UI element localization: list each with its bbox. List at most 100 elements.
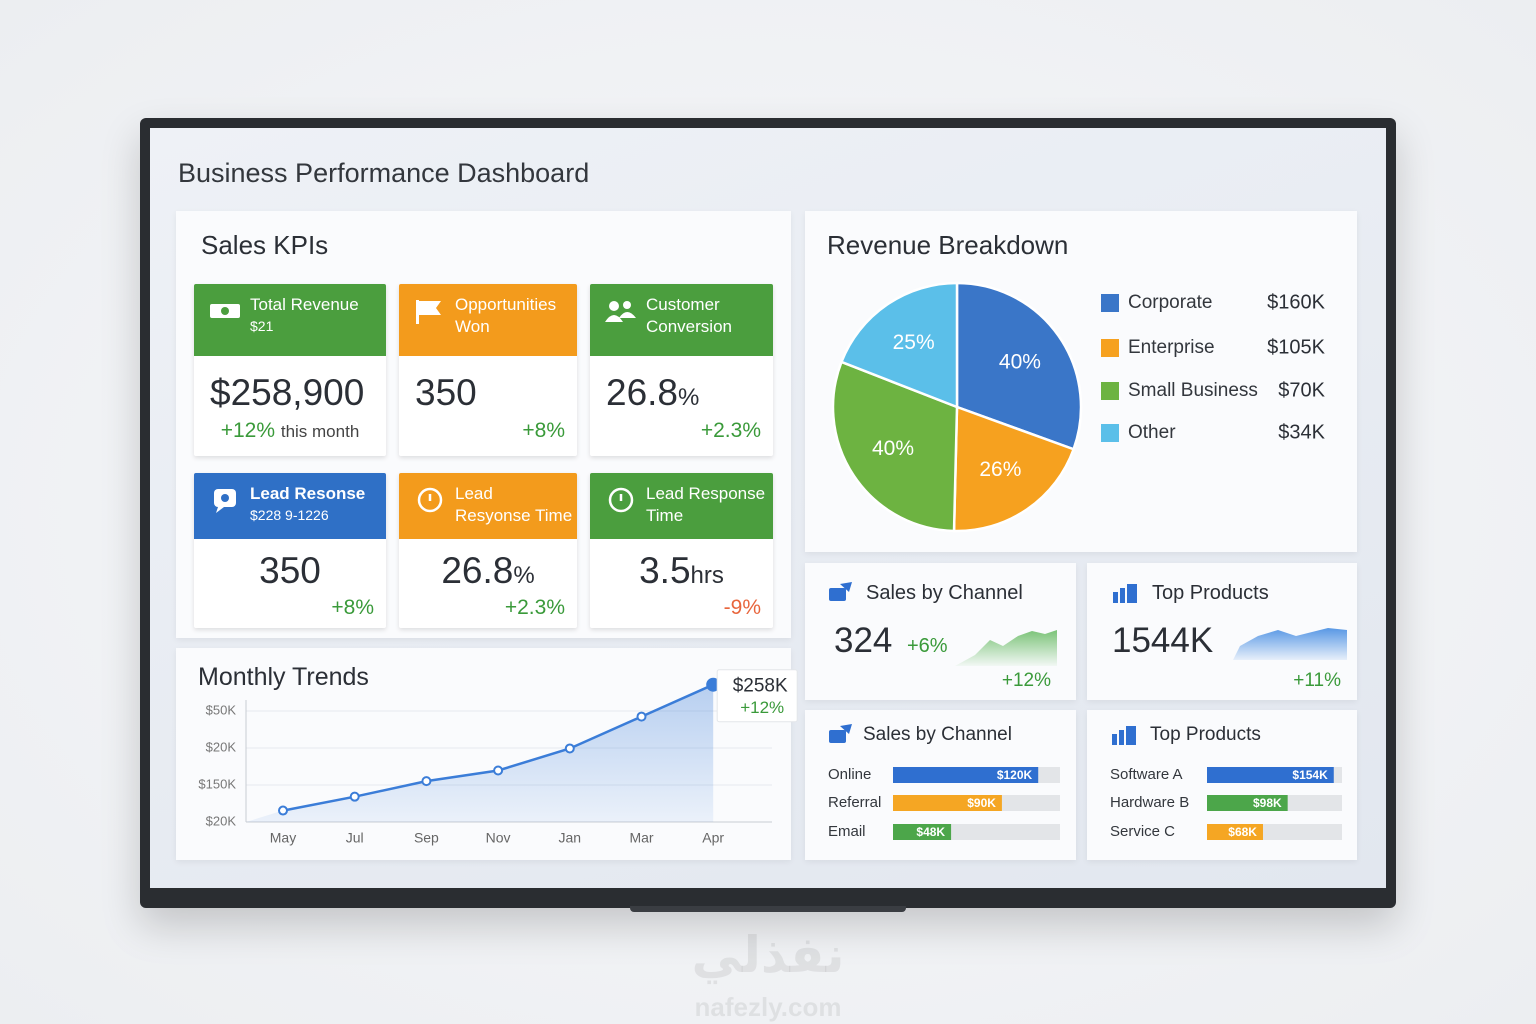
kpi-change: +2.3% [411, 595, 565, 621]
kpi-label: Total Revenue [250, 295, 359, 314]
kpi-change: +8% [206, 595, 374, 621]
kpi-value-number: 26.8 [441, 550, 514, 591]
kpi-sublabel: $21 [250, 318, 274, 334]
legend-amount: $105K [1267, 336, 1325, 358]
legend-amount: $160K [1267, 291, 1325, 313]
bar [1207, 767, 1334, 783]
kpi-card: Opportunities Won 350 +8% [399, 284, 577, 456]
kpi-header: Opportunities Won [399, 284, 577, 356]
kpi-card: Lead Response Time 3.5hrs -9% [590, 473, 773, 628]
kpi-value: 350 [210, 549, 370, 593]
point [493, 765, 504, 776]
kpi-value-number: 3.5 [639, 550, 691, 591]
point [349, 791, 360, 802]
kpi-value: 350 [415, 371, 561, 415]
kpi-change: -9% [602, 595, 761, 621]
x-tick-label: Sep [414, 830, 439, 846]
icon [608, 487, 634, 513]
category-label: Email [828, 823, 866, 840]
annotation-change: +12% [740, 698, 784, 717]
kpi-change-value: +2.3% [504, 596, 565, 619]
x-tick-label: Mar [629, 830, 653, 846]
point [278, 805, 288, 816]
kpi-unit: hrs [690, 562, 724, 589]
point [421, 776, 432, 787]
bar-label: $68K [1228, 825, 1257, 839]
point [564, 743, 575, 754]
kpi-header: Lead Response Time [590, 473, 773, 539]
card-title: Top Products [1152, 582, 1269, 604]
annotation-value: $258K [733, 676, 788, 697]
kpi-note: this month [280, 422, 360, 441]
pie-slice [839, 281, 959, 409]
kpi-label: Lead Response Time [646, 484, 766, 525]
kpi-label: Lead Resyonse Time [455, 484, 573, 525]
pie-slice [955, 281, 1083, 451]
icon [417, 487, 443, 513]
kpi-label: Customer Conversion [646, 295, 732, 336]
kpi-change-value: -9% [723, 596, 761, 619]
kpi-value: $258,900 [210, 371, 370, 415]
kpi-unit: % [513, 562, 535, 589]
bar-label: $90K [967, 796, 996, 810]
legend-label: Corporate [1128, 292, 1213, 313]
kpi-card: Customer Conversion 26.8% +2.3% [590, 284, 773, 456]
bar [893, 795, 1002, 811]
category-label: Hardware B [1110, 794, 1189, 811]
x-tick-label: Jul [346, 830, 364, 846]
icon [210, 304, 240, 318]
pie-slice [831, 360, 959, 533]
pie-slice [952, 405, 1076, 533]
y-tick-label: $20K [206, 813, 237, 828]
icon [214, 489, 236, 513]
legend-label: Enterprise [1128, 337, 1215, 358]
kpi-value-number: $258,900 [210, 372, 365, 413]
card-title: Top Products [1150, 724, 1261, 745]
legend-amount: $70K [1278, 379, 1325, 401]
slice-label: 40% [872, 437, 914, 460]
kpi-header: Total Revenue $21 [194, 284, 386, 356]
watermark: نفذلي [691, 926, 845, 984]
bar-label: $120K [997, 768, 1033, 782]
slice-label: 25% [893, 331, 935, 354]
kpi-label: Opportunities Won [455, 295, 557, 336]
card-title: Sales by Channel [863, 724, 1012, 745]
category-label: Service C [1110, 823, 1175, 840]
x-tick-label: Jan [559, 830, 582, 846]
card-value: 324 [834, 621, 893, 660]
legend-label: Small Business [1128, 380, 1258, 401]
kpi-change-value: +8% [331, 596, 374, 619]
panel-title: Monthly Trends [198, 663, 369, 691]
category-label: Software A [1110, 766, 1183, 783]
legend-swatch [1101, 424, 1119, 442]
card-trend: +11% [1293, 670, 1341, 691]
area [246, 684, 714, 822]
kpi-label: Lead Resonse [250, 484, 366, 503]
kpi-header: Customer Conversion [590, 284, 773, 356]
card-value: 1544K [1112, 621, 1214, 660]
kpi-value-number: 350 [415, 372, 477, 413]
kpi-change: +2.3% [602, 418, 761, 444]
kpi-card: Lead Resonse $228 9-1226 350 +8% [194, 473, 386, 628]
sparkline [1233, 628, 1347, 660]
bar [1207, 795, 1288, 811]
x-tick-label: May [270, 830, 296, 846]
kpi-change: +12% this month [206, 418, 374, 445]
kpi-unit: % [678, 384, 700, 411]
legend-label: Other [1128, 422, 1176, 443]
slice-label: 26% [979, 458, 1021, 481]
panel-title: Revenue Breakdown [827, 230, 1069, 260]
kpi-change-value: +12% [220, 419, 275, 442]
kpi-change-value: +2.3% [700, 419, 761, 442]
kpi-header: Lead Resyonse Time [399, 473, 577, 539]
legend-swatch [1101, 339, 1119, 357]
sparkline [955, 630, 1057, 666]
bar-label: $154K [1292, 768, 1328, 782]
slice-label: 40% [999, 350, 1041, 373]
dashboard-title: Business Performance Dashboard [178, 158, 590, 188]
kpi-value: 3.5hrs [606, 549, 757, 598]
y-tick-label: $150K [198, 776, 236, 791]
kpi-value-number: 350 [259, 550, 321, 591]
